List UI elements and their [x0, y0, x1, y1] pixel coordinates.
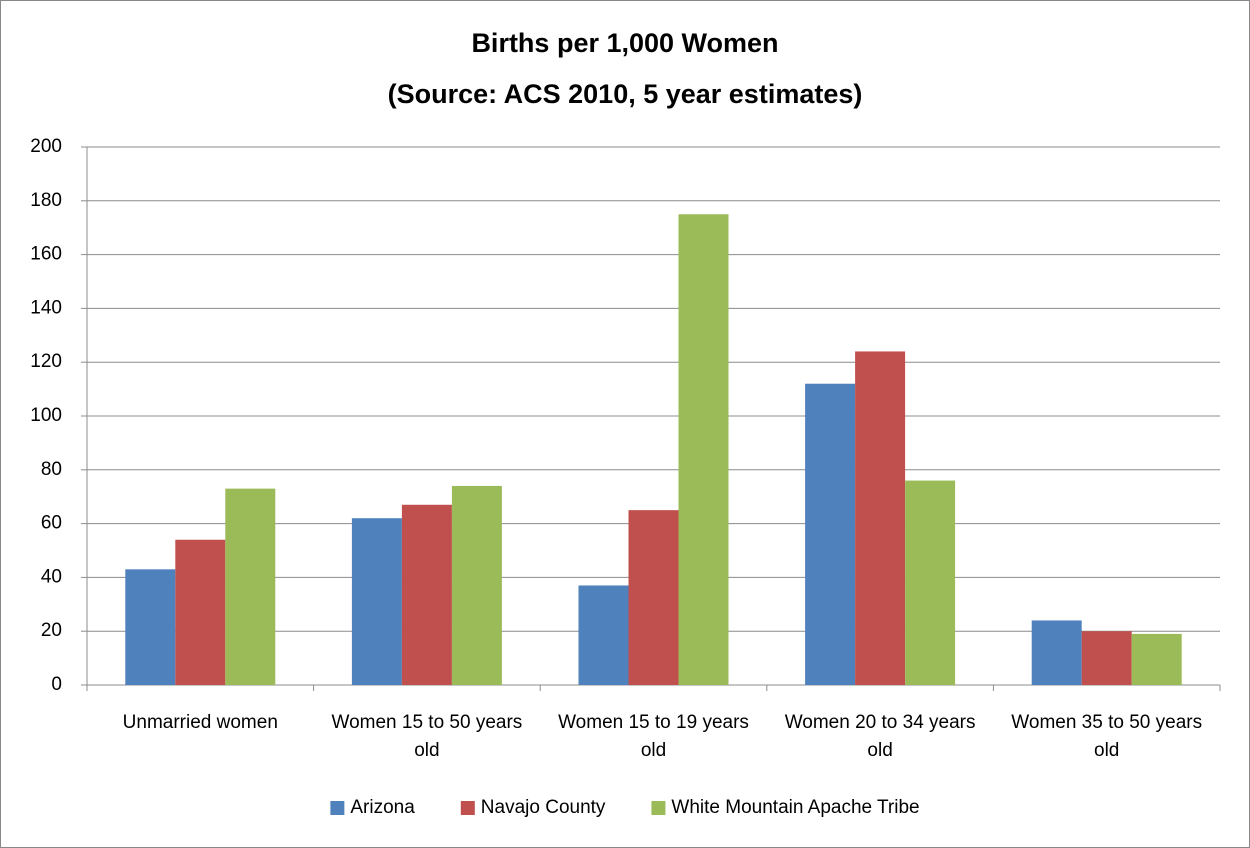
legend-swatch	[330, 801, 345, 815]
bar	[678, 214, 729, 685]
bar	[451, 485, 502, 685]
legend-swatch	[460, 801, 475, 815]
x-tick-label: Women 15 to 19 years old	[558, 712, 749, 761]
bar	[225, 488, 276, 685]
y-tick-label: 140	[30, 297, 62, 318]
chart-title: Births per 1,000 Women	[471, 28, 778, 58]
y-tick-label: 200	[30, 136, 62, 157]
bar	[905, 480, 956, 685]
bar	[855, 351, 906, 685]
y-tick-label: 80	[41, 459, 62, 480]
x-tick-label: Women 15 to 50 years old	[331, 712, 523, 761]
legend-swatch	[651, 801, 666, 815]
bar	[401, 504, 452, 685]
bar	[1081, 631, 1132, 685]
bar	[805, 383, 856, 685]
y-tick-label: 160	[30, 244, 62, 265]
bar	[1131, 633, 1182, 685]
y-tick-label: 120	[30, 351, 62, 372]
y-tick-label: 60	[41, 513, 62, 534]
bar	[628, 510, 679, 685]
y-tick-label: 40	[41, 566, 62, 587]
y-tick-label: 180	[30, 190, 62, 211]
bar	[351, 518, 402, 685]
y-tick-label: 100	[30, 405, 62, 426]
x-tick-label: Unmarried women	[122, 712, 278, 733]
bar	[1031, 620, 1082, 685]
legend-label: White Mountain Apache Tribe	[671, 797, 919, 818]
x-tick-label: Women 20 to 34 years old	[784, 712, 976, 761]
bar	[578, 585, 629, 685]
y-tick-label: 20	[41, 620, 62, 641]
bar	[175, 539, 226, 685]
legend-label: Arizona	[350, 797, 415, 818]
y-tick-label: 0	[51, 674, 62, 695]
bar	[125, 569, 176, 685]
chart-subtitle: (Source: ACS 2010, 5 year estimates)	[388, 79, 863, 109]
x-tick-label: Women 35 to 50 years old	[1011, 712, 1203, 761]
legend-label: Navajo County	[481, 797, 606, 818]
